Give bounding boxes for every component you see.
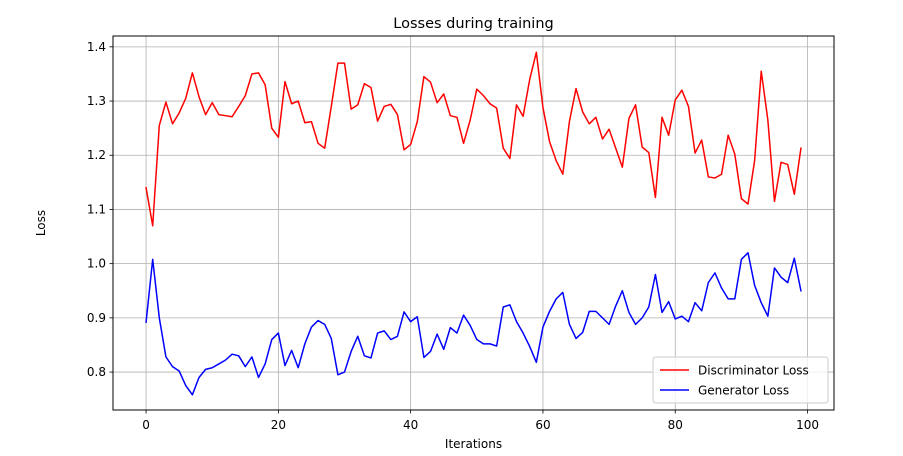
x-tick-label: 40 [403, 418, 418, 432]
legend-label-discriminator: Discriminator Loss [698, 364, 809, 378]
x-tick-label: 20 [271, 418, 286, 432]
generator-loss-line [145, 252, 802, 396]
y-axis-title: Loss [34, 210, 48, 236]
axis-ticks: 0 20 40 60 80 100 0.8 0.9 1.0 1.1 1.2 1.3 1.4 [87, 40, 819, 432]
y-tick-label: 1.3 [87, 94, 106, 108]
legend: Discriminator Loss Generator Loss [652, 356, 829, 404]
y-tick-label: 1.1 [87, 202, 106, 216]
chart-title: Losses during training [393, 16, 553, 32]
series-lines [145, 51, 802, 396]
x-axis-title: Iterations [445, 437, 502, 451]
y-tick-label: 1.0 [87, 257, 106, 271]
plot-area-frame [112, 35, 835, 411]
legend-label-generator: Generator Loss [698, 384, 789, 398]
x-tick-label: 100 [796, 418, 819, 432]
x-tick-label: 60 [535, 418, 550, 432]
y-tick-label: 1.2 [87, 148, 106, 162]
y-tick-label: 0.9 [87, 311, 106, 325]
y-tick-label: 1.4 [87, 40, 106, 54]
x-tick-label: 0 [142, 418, 150, 432]
discriminator-loss-line [145, 51, 802, 227]
legend-box [652, 356, 829, 404]
y-tick-label: 0.8 [87, 365, 106, 379]
x-tick-label: 80 [668, 418, 683, 432]
